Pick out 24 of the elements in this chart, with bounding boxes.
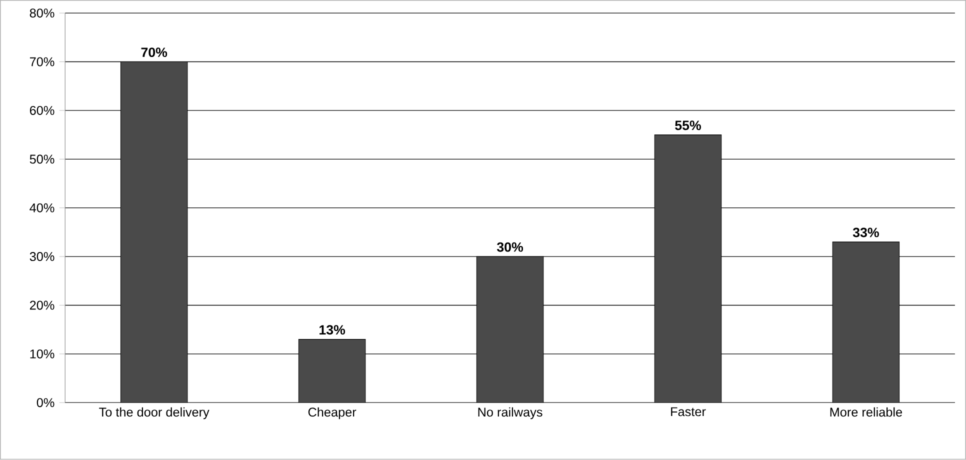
data-label: 33% (852, 228, 879, 238)
y-tick-label: 60% (30, 106, 54, 116)
data-label: 55% (675, 120, 701, 130)
bar (832, 242, 900, 403)
x-tick-label: To the door delivery (99, 407, 210, 420)
x-tick-label: More reliable (830, 407, 902, 417)
data-label: 30% (496, 242, 524, 252)
x-tick-label: No railways (478, 407, 542, 420)
y-tick-label: 30% (30, 252, 54, 262)
y-tick-label: 50% (30, 154, 54, 164)
bar (654, 134, 722, 403)
data-label: 70% (141, 48, 168, 58)
y-tick-label: 0% (36, 398, 54, 408)
x-tick-label: Faster (671, 407, 706, 416)
y-tick-label: 20% (30, 300, 54, 310)
bar (298, 339, 366, 403)
y-tick-label: 40% (30, 204, 54, 212)
bar (120, 62, 188, 403)
bar (476, 256, 544, 403)
y-tick-label: 70% (30, 57, 54, 66)
data-label: 13% (320, 325, 346, 335)
y-tick-label: 80% (30, 8, 54, 18)
x-tick-label: Cheaper (308, 407, 356, 420)
y-tick-label: 10% (30, 350, 54, 359)
